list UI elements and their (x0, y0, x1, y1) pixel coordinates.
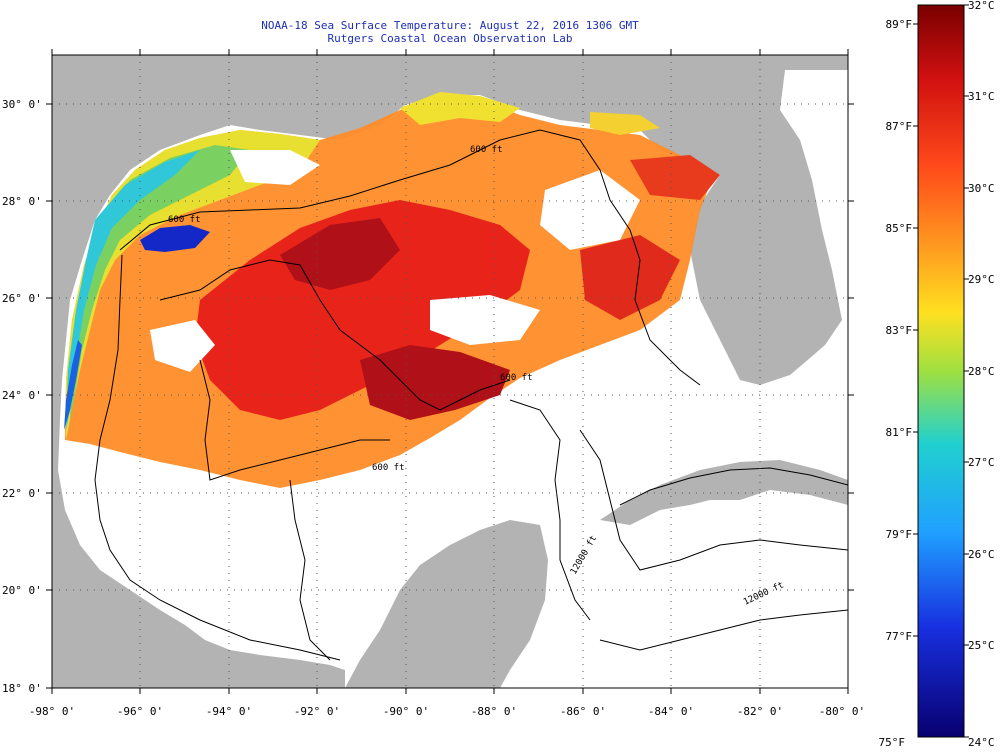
contour-600ft-shelf (159, 259, 511, 411)
sst-hot-core (195, 200, 530, 420)
map-title: NOAA-18 Sea Surface Temperature: August … (261, 19, 639, 32)
bathymetry-contours (94, 129, 848, 661)
lat-label-28: 28° 0' (2, 195, 42, 208)
cbar-c-32: 32°C (968, 0, 995, 12)
contour-label-3: 600 ft (500, 373, 533, 383)
lon-label-96: -96° 0' (117, 705, 163, 718)
cbar-c-25: 25°C (968, 639, 995, 652)
lon-label-94: -94° 0' (206, 705, 252, 718)
lat-label-22: 22° 0' (2, 487, 42, 500)
contour-yucatan-shelf (509, 399, 591, 621)
contour-cuba-shelf (619, 467, 848, 506)
contour-600ft-inner (199, 359, 390, 481)
cbar-f-83: 83°F (886, 324, 913, 337)
lon-label-92: -92° 0' (294, 705, 340, 718)
contour-600ft-north (119, 129, 701, 386)
cloud-gap-mid (150, 320, 215, 372)
cbar-c-28: 28°C (968, 365, 995, 378)
cbar-f-87: 87°F (886, 120, 913, 133)
colorbar-gradient (917, 4, 965, 738)
lon-label-80: -80° 0' (819, 705, 865, 718)
cbar-f-89: 89°F (886, 18, 913, 31)
contour-12000ft-south (599, 609, 848, 651)
contour-deep-south (289, 479, 331, 661)
contour-label-4: 600 ft (372, 463, 405, 473)
cbar-f-81: 81°F (886, 426, 913, 439)
lat-label-26: 26° 0' (2, 292, 42, 305)
cbar-c-29: 29°C (968, 273, 995, 286)
map-area: 600 ft 600 ft 600 ft 600 ft 12000 ft 120… (52, 55, 848, 688)
map-frame (51, 54, 849, 689)
colorbar: 32°C 31°C 30°C 29°C 28°C 27°C 26°C 25°C … (879, 0, 995, 749)
lon-label-86: -86° 0' (560, 705, 606, 718)
lon-label-90: -90° 0' (383, 705, 429, 718)
lon-label-98: -98° 0' (29, 705, 75, 718)
lat-label-30: 30° 0' (2, 98, 42, 111)
sst-hottest-south (360, 345, 510, 420)
lon-axis: -98° 0' -96° 0' -94° 0' -92° 0' -90° 0' … (29, 49, 865, 718)
sst-north-yellow (400, 92, 520, 125)
sst-red-northeast (630, 155, 720, 200)
land-us-mexico (52, 55, 848, 688)
lon-label-88: -88° 0' (471, 705, 517, 718)
lon-label-84: -84° 0' (648, 705, 694, 718)
cloud-gaps (150, 150, 640, 372)
graticule (52, 55, 848, 688)
sst-cold-coast (64, 340, 82, 430)
sst-hottest (280, 218, 400, 290)
sst-cold-patch (140, 225, 210, 252)
lat-label-18: 18° 0' (2, 682, 42, 695)
map-subtitle: Rutgers Coastal Ocean Observation Lab (327, 32, 573, 45)
contour-12000ft (579, 429, 848, 571)
contour-label-1: 600 ft (470, 145, 503, 155)
contour-600ft-west (94, 254, 341, 661)
cloud-gap-east (540, 170, 640, 250)
cbar-f-85: 85°F (886, 222, 913, 235)
lon-label-82: -82° 0' (737, 705, 783, 718)
cbar-c-31: 31°C (968, 90, 995, 103)
cbar-f-79: 79°F (886, 528, 913, 541)
cbar-c-26: 26°C (968, 548, 995, 561)
lat-label-20: 20° 0' (2, 584, 42, 597)
lat-label-24: 24° 0' (2, 389, 42, 402)
lat-axis: 30° 0' 28° 0' 26° 0' 24° 0' 22° 0' 20° 0… (2, 98, 854, 695)
cbar-c-30: 30°C (968, 182, 995, 195)
cloud-gap-west (230, 150, 320, 185)
cbar-c-27: 27°C (968, 456, 995, 469)
cbar-f-77: 77°F (886, 630, 913, 643)
cloud-gap-south (430, 295, 540, 345)
colorbar-ticks (913, 4, 969, 738)
sst-shelf-cyan (66, 150, 200, 430)
land-yucatan (345, 520, 548, 688)
land-central-america (440, 660, 500, 688)
cbar-f-75: 75°F (879, 736, 906, 749)
sst-red-east (580, 235, 680, 320)
sst-north-yellow-east (590, 112, 660, 135)
cbar-c-24: 24°C (968, 736, 995, 749)
contour-label-2: 600 ft (168, 215, 201, 225)
